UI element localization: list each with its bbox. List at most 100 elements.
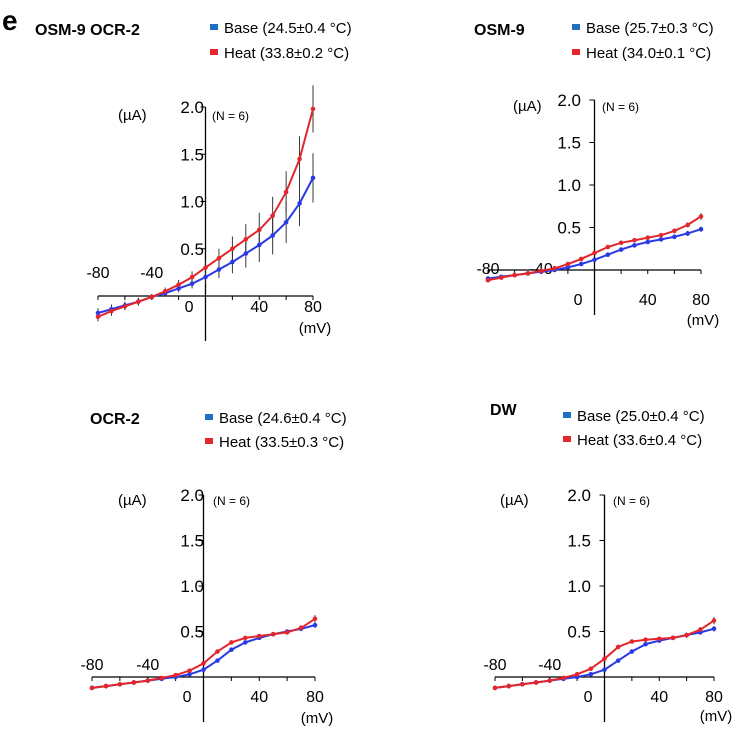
panel2-data-point-heat <box>512 272 517 278</box>
panel3-data-point-heat <box>229 640 234 645</box>
panel-letter: e <box>2 5 18 36</box>
panel1-x-tick-label: 0 <box>185 299 194 316</box>
panel2-data-point-heat <box>592 250 597 256</box>
panel4-n-label: (N = 6) <box>613 494 650 508</box>
panel4-data-point-heat <box>629 639 635 644</box>
panel1-data-point-heat <box>162 288 168 294</box>
panel1-data-point-base <box>176 286 181 291</box>
panel1-x-tick-label: 80 <box>304 299 322 316</box>
panel1-data-point-heat <box>203 265 208 270</box>
panel4-data-point-heat <box>656 636 662 642</box>
panel4-legend-swatch-heat <box>563 436 571 442</box>
panel4-data-point-heat <box>602 656 607 662</box>
panel2-data-point-heat <box>538 268 544 274</box>
panel3-data-point-base <box>201 667 206 673</box>
panel1-legend-label-base: Base (24.5±0.4 °C) <box>224 20 352 37</box>
panel1-data-point-heat <box>230 246 235 252</box>
panel2-x-tick-label: 80 <box>692 292 710 309</box>
panel1-data-point-heat <box>256 227 262 233</box>
panel4-data-point-heat <box>492 685 498 691</box>
panel4-data-point-base <box>602 667 607 673</box>
panel3-data-point-heat <box>173 672 178 678</box>
panel3-data-point-heat <box>89 685 95 691</box>
panel2-y-tick-label: 0.5 <box>557 219 581 238</box>
panel1-data-point-heat <box>109 308 114 314</box>
panel1-data-point-heat <box>122 304 128 309</box>
panel1-x-unit: (mV) <box>299 320 332 337</box>
panel4-data-point-heat <box>670 635 676 641</box>
panel1-data-point-heat <box>95 314 101 320</box>
panel2-legend-label-base: Base (25.7±0.3 °C) <box>586 20 714 37</box>
panel3-data-point-heat <box>284 630 290 635</box>
panel1-data-point-base <box>243 251 249 256</box>
panel3-data-point-base <box>229 647 234 652</box>
panel1-x-tick-label: -80 <box>86 265 109 282</box>
panel2-x-tick-label: 40 <box>639 292 657 309</box>
panel2-data-point-heat <box>605 244 611 250</box>
panel1-legend-swatch-base <box>210 24 218 30</box>
panel3-data-point-base <box>243 640 248 645</box>
panel3-data-point-base <box>215 658 220 663</box>
panel4-data-point-heat <box>711 618 717 623</box>
panel2-data-point-base <box>618 247 624 252</box>
panel3-data-point-heat <box>270 631 276 637</box>
panel2-data-point-base <box>592 257 597 263</box>
panel2-data-point-heat <box>618 240 624 246</box>
panel2-data-point-base <box>605 252 611 257</box>
panel2-data-point-base <box>685 231 690 236</box>
panel1-data-point-base <box>95 310 101 316</box>
panel3-legend-swatch-heat <box>205 438 213 444</box>
panel4-y-tick-label: 2.0 <box>567 486 591 505</box>
panel2-data-point-heat <box>685 222 690 228</box>
panel2-data-point-base <box>632 243 637 248</box>
panel1-data-point-base <box>283 219 289 225</box>
panel3-y-unit: (µA) <box>118 492 147 509</box>
panel4-x-tick-label: 80 <box>705 689 723 706</box>
panel3-data-point-base <box>187 671 192 677</box>
panel2-data-point-heat <box>552 266 557 271</box>
panel2-data-point-base <box>672 234 677 240</box>
panel2-y-tick-label: 1.0 <box>557 176 581 195</box>
panel2-data-point-heat <box>499 275 504 280</box>
panel3-data-point-heat <box>145 678 151 683</box>
panel4-legend-label-heat: Heat (33.6±0.4 °C) <box>577 432 702 449</box>
panel1-data-point-base <box>256 242 262 248</box>
panel3-n-label: (N = 6) <box>213 494 250 508</box>
panel4-data-point-base <box>588 671 594 677</box>
panel3-x-unit: (mV) <box>301 710 334 727</box>
panel1-data-point-heat <box>216 255 222 261</box>
panel2-data-point-heat <box>698 214 704 219</box>
panel1-data-point-base <box>216 267 222 272</box>
panel3-x-tick-label: 0 <box>183 689 192 706</box>
panel4-data-point-base <box>629 649 635 654</box>
panel2-data-point-base <box>565 265 571 270</box>
panel4-data-point-heat <box>520 681 525 687</box>
panel1-y-tick-label: 0.5 <box>180 240 204 259</box>
panel3-data-point-heat <box>298 625 304 631</box>
panel3-y-tick-label: 1.0 <box>180 577 204 596</box>
panel2-y-tick-label: 2.0 <box>557 91 581 110</box>
panel4-legend-label-base: Base (25.0±0.4 °C) <box>577 408 705 425</box>
panel1-legend-swatch-heat <box>210 49 218 55</box>
panel2-x-tick-label: 0 <box>574 292 583 309</box>
panel3-x-tick-label: 40 <box>250 689 268 706</box>
panel2-data-point-base <box>698 226 704 232</box>
panel4-data-point-heat <box>547 678 553 683</box>
panel3-data-point-heat <box>243 635 248 641</box>
panel3-data-point-heat <box>215 649 220 654</box>
panel2-x-unit: (mV) <box>687 312 720 329</box>
panel3-y-tick-label: 1.5 <box>180 532 204 551</box>
panel1-y-tick-label: 1.5 <box>180 145 204 164</box>
panel3-x-tick-label: -40 <box>136 657 159 674</box>
panel3-data-point-heat <box>159 675 164 681</box>
panel4-data-point-heat <box>698 627 703 632</box>
panel1-n-label: (N = 6) <box>212 109 249 123</box>
panel2-n-label: (N = 6) <box>602 100 639 114</box>
panel3-data-point-heat <box>187 668 192 673</box>
panel1-data-point-base <box>297 201 302 206</box>
panel1-legend-label-heat: Heat (33.8±0.2 °C) <box>224 45 349 62</box>
panel1-data-point-heat <box>176 282 181 287</box>
panel1-data-point-heat <box>270 213 275 218</box>
panel3-x-tick-label: 80 <box>306 689 324 706</box>
